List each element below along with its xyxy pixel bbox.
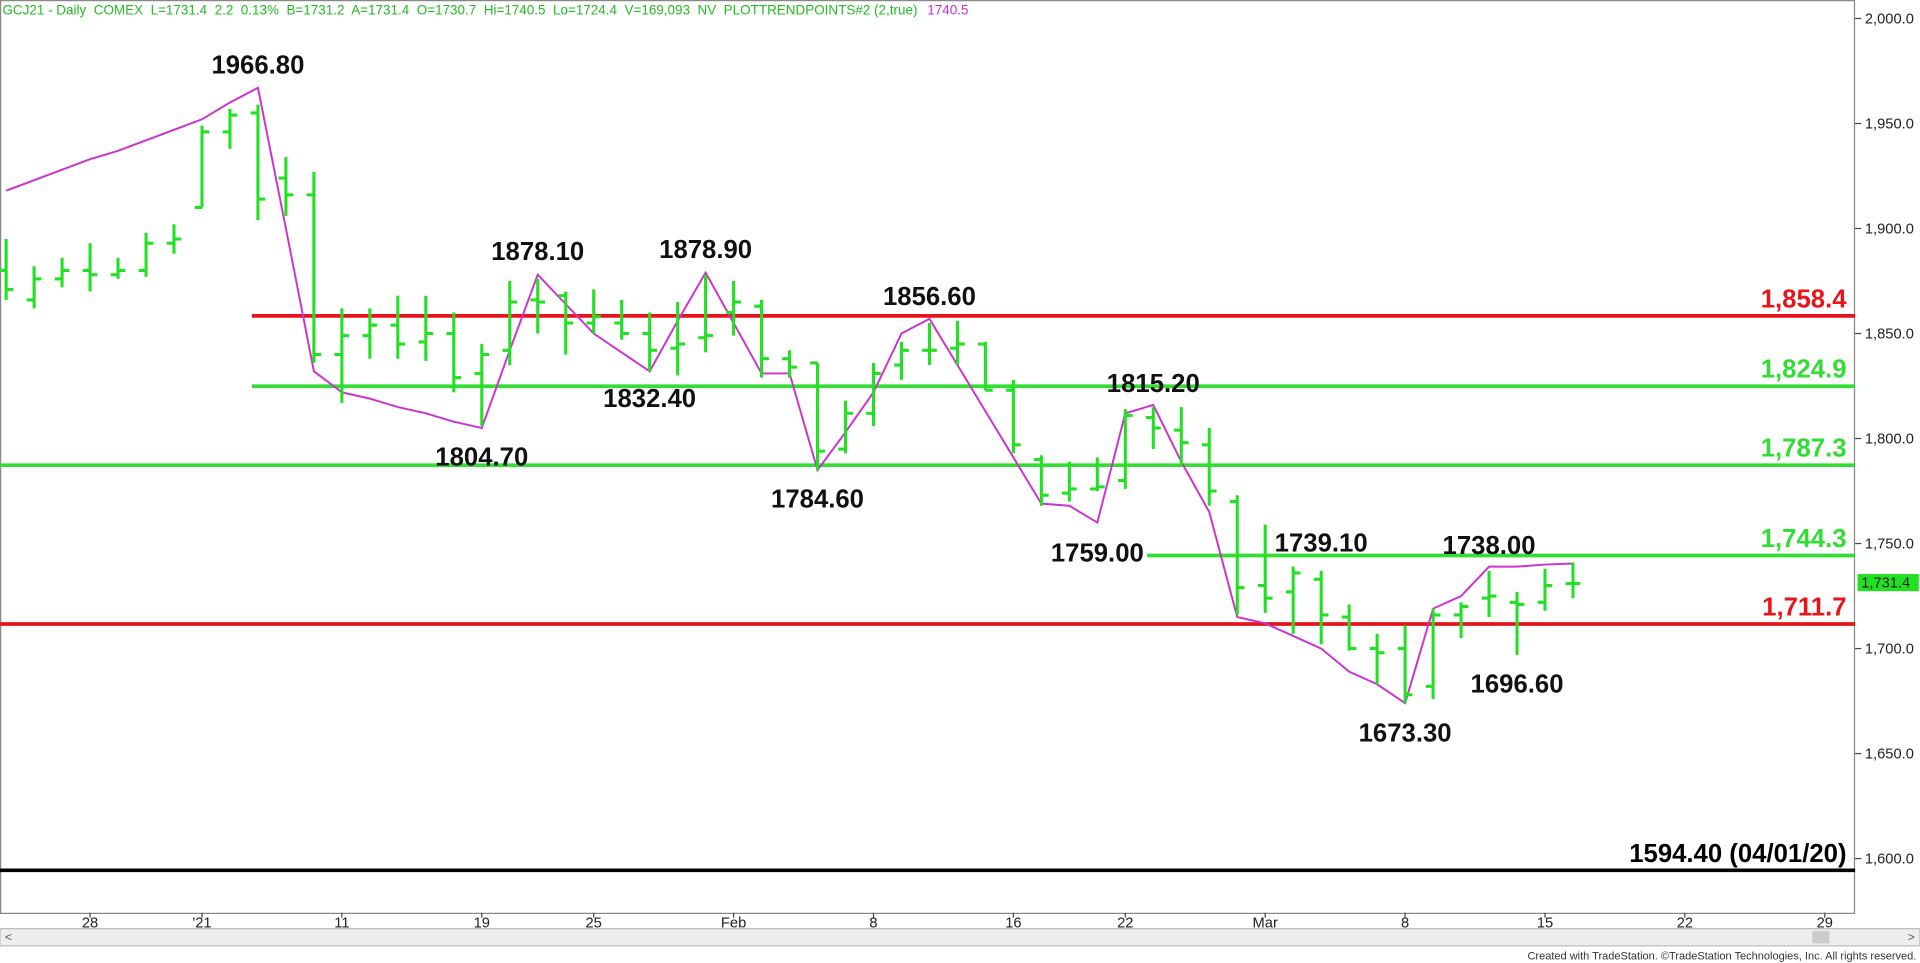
pivot-label: 1856.60 (883, 283, 976, 311)
pivot-label: 1832.40 (603, 385, 696, 413)
y-tick-label: 1,950.0 (1865, 116, 1914, 132)
y-tick-label: 1,750.0 (1865, 536, 1914, 552)
footer: Created with TradeStation. ©TradeStation… (1527, 950, 1916, 962)
pivot-label: 1738.00 (1443, 532, 1536, 560)
last-price-box (1857, 574, 1919, 592)
y-tick-label: 1,850.0 (1865, 326, 1914, 342)
x-tick-label: Feb (721, 915, 746, 931)
plot-content: 1,858.4 1,824.9 1,787.3 1,744.3 1,711.7 1594.… (0, 52, 1856, 873)
pivot-label: 1739.10 (1275, 530, 1368, 558)
x-tick-label: Mar (1253, 915, 1278, 931)
x-tick-label: '21 (192, 915, 211, 931)
x-tick-label: 22 (1677, 915, 1693, 931)
y-tick-label: 1,800.0 (1865, 431, 1914, 447)
y-tick-label: 2,000.0 (1865, 11, 1914, 27)
x-tick-label: 28 (82, 915, 98, 931)
x-tick-label: 25 (586, 915, 602, 931)
x-tick-label: 11 (334, 915, 349, 931)
x-tick-label: 16 (1005, 915, 1021, 931)
y-tick-label: 1,700.0 (1865, 641, 1914, 657)
x-tick-label: 8 (1401, 915, 1409, 931)
pivot-label: 1759.00 (1051, 539, 1144, 567)
pivot-label: 1966.80 (211, 52, 304, 80)
scroll-thumb[interactable] (1812, 931, 1830, 944)
pivot-label: 1804.70 (435, 443, 528, 471)
y-tick-label: 1,650.0 (1865, 746, 1914, 762)
last-price-label: 1,731.4 (1861, 576, 1910, 592)
level-label: 1,744.3 (1761, 525, 1847, 553)
header-trend-value: 1740.5 (927, 3, 968, 18)
x-tick-label: 15 (1537, 915, 1553, 931)
level-label: 1,824.9 (1761, 356, 1847, 384)
pivot-label: 1784.60 (771, 486, 864, 514)
pivot-label: 1696.60 (1471, 670, 1564, 698)
scrollbar[interactable] (0, 928, 1920, 947)
level-label: 1,711.7 (1762, 593, 1846, 621)
y-tick-label: 1,900.0 (1865, 221, 1914, 237)
pivot-label: 1878.90 (659, 236, 752, 264)
plot-frame (0, 0, 1856, 914)
scroll-left[interactable]: < (5, 930, 12, 944)
pivot-label: 1673.30 (1359, 719, 1452, 747)
pivot-label: 1815.20 (1107, 370, 1200, 398)
level-label: 1,787.3 (1761, 435, 1847, 463)
level-label: 1,858.4 (1761, 285, 1847, 313)
x-tick-label: 8 (869, 915, 877, 931)
x-tick-label: 29 (1817, 915, 1833, 931)
pivot-label: 1878.10 (491, 238, 584, 266)
x-tick-label: 19 (474, 915, 490, 931)
scroll-right[interactable]: > (1908, 930, 1915, 944)
header-text: GCJ21 - Daily COMEX L=1731.4 2.2 0.13% B… (2, 3, 917, 18)
level-label: 1594.40 (04/01/20) (1629, 840, 1846, 868)
y-tick-label: 1,600.0 (1865, 851, 1914, 867)
x-tick-label: 22 (1117, 915, 1133, 931)
